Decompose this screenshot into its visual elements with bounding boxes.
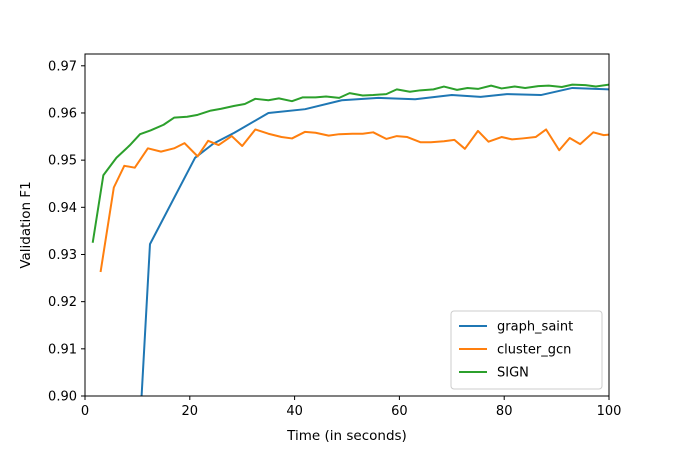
series-line-graph-saint (140, 86, 609, 396)
x-tick-label: 100 (597, 404, 622, 419)
series-layer (91, 83, 609, 396)
y-tick-label: 0.97 (48, 59, 77, 74)
ticks-layer: 0 20 40 60 80 100 0.90 0.91 0.92 0.93 0.94 0.95 0.96… (48, 59, 621, 419)
x-tick-label: 60 (391, 404, 408, 419)
y-tick-label: 0.90 (48, 390, 77, 405)
series-line-cluster-gcn (99, 128, 609, 273)
legend-label: graph_saint (497, 320, 573, 335)
x-tick-label: 0 (81, 404, 89, 419)
x-tick-label: 20 (182, 404, 199, 419)
plot-frame (84, 53, 610, 397)
x-axis-label: Time (in seconds) (286, 428, 407, 444)
legend: graph_saint cluster_gcn SIGN (450, 310, 603, 390)
y-axis-label: Validation F1 (18, 181, 34, 268)
y-tick-label: 0.94 (48, 201, 77, 216)
y-tick-label: 0.96 (48, 106, 77, 121)
y-tick-label: 0.92 (48, 295, 77, 310)
x-tick-label: 40 (286, 404, 303, 419)
legend-label: cluster_gcn (497, 343, 571, 358)
series-line-sign (91, 83, 609, 243)
x-tick-label: 80 (496, 404, 513, 419)
legend-box (450, 310, 603, 390)
y-tick-label: 0.93 (48, 248, 77, 263)
y-tick-label: 0.91 (48, 342, 77, 357)
y-tick-label: 0.95 (48, 154, 77, 169)
legend-label: SIGN (497, 366, 529, 381)
